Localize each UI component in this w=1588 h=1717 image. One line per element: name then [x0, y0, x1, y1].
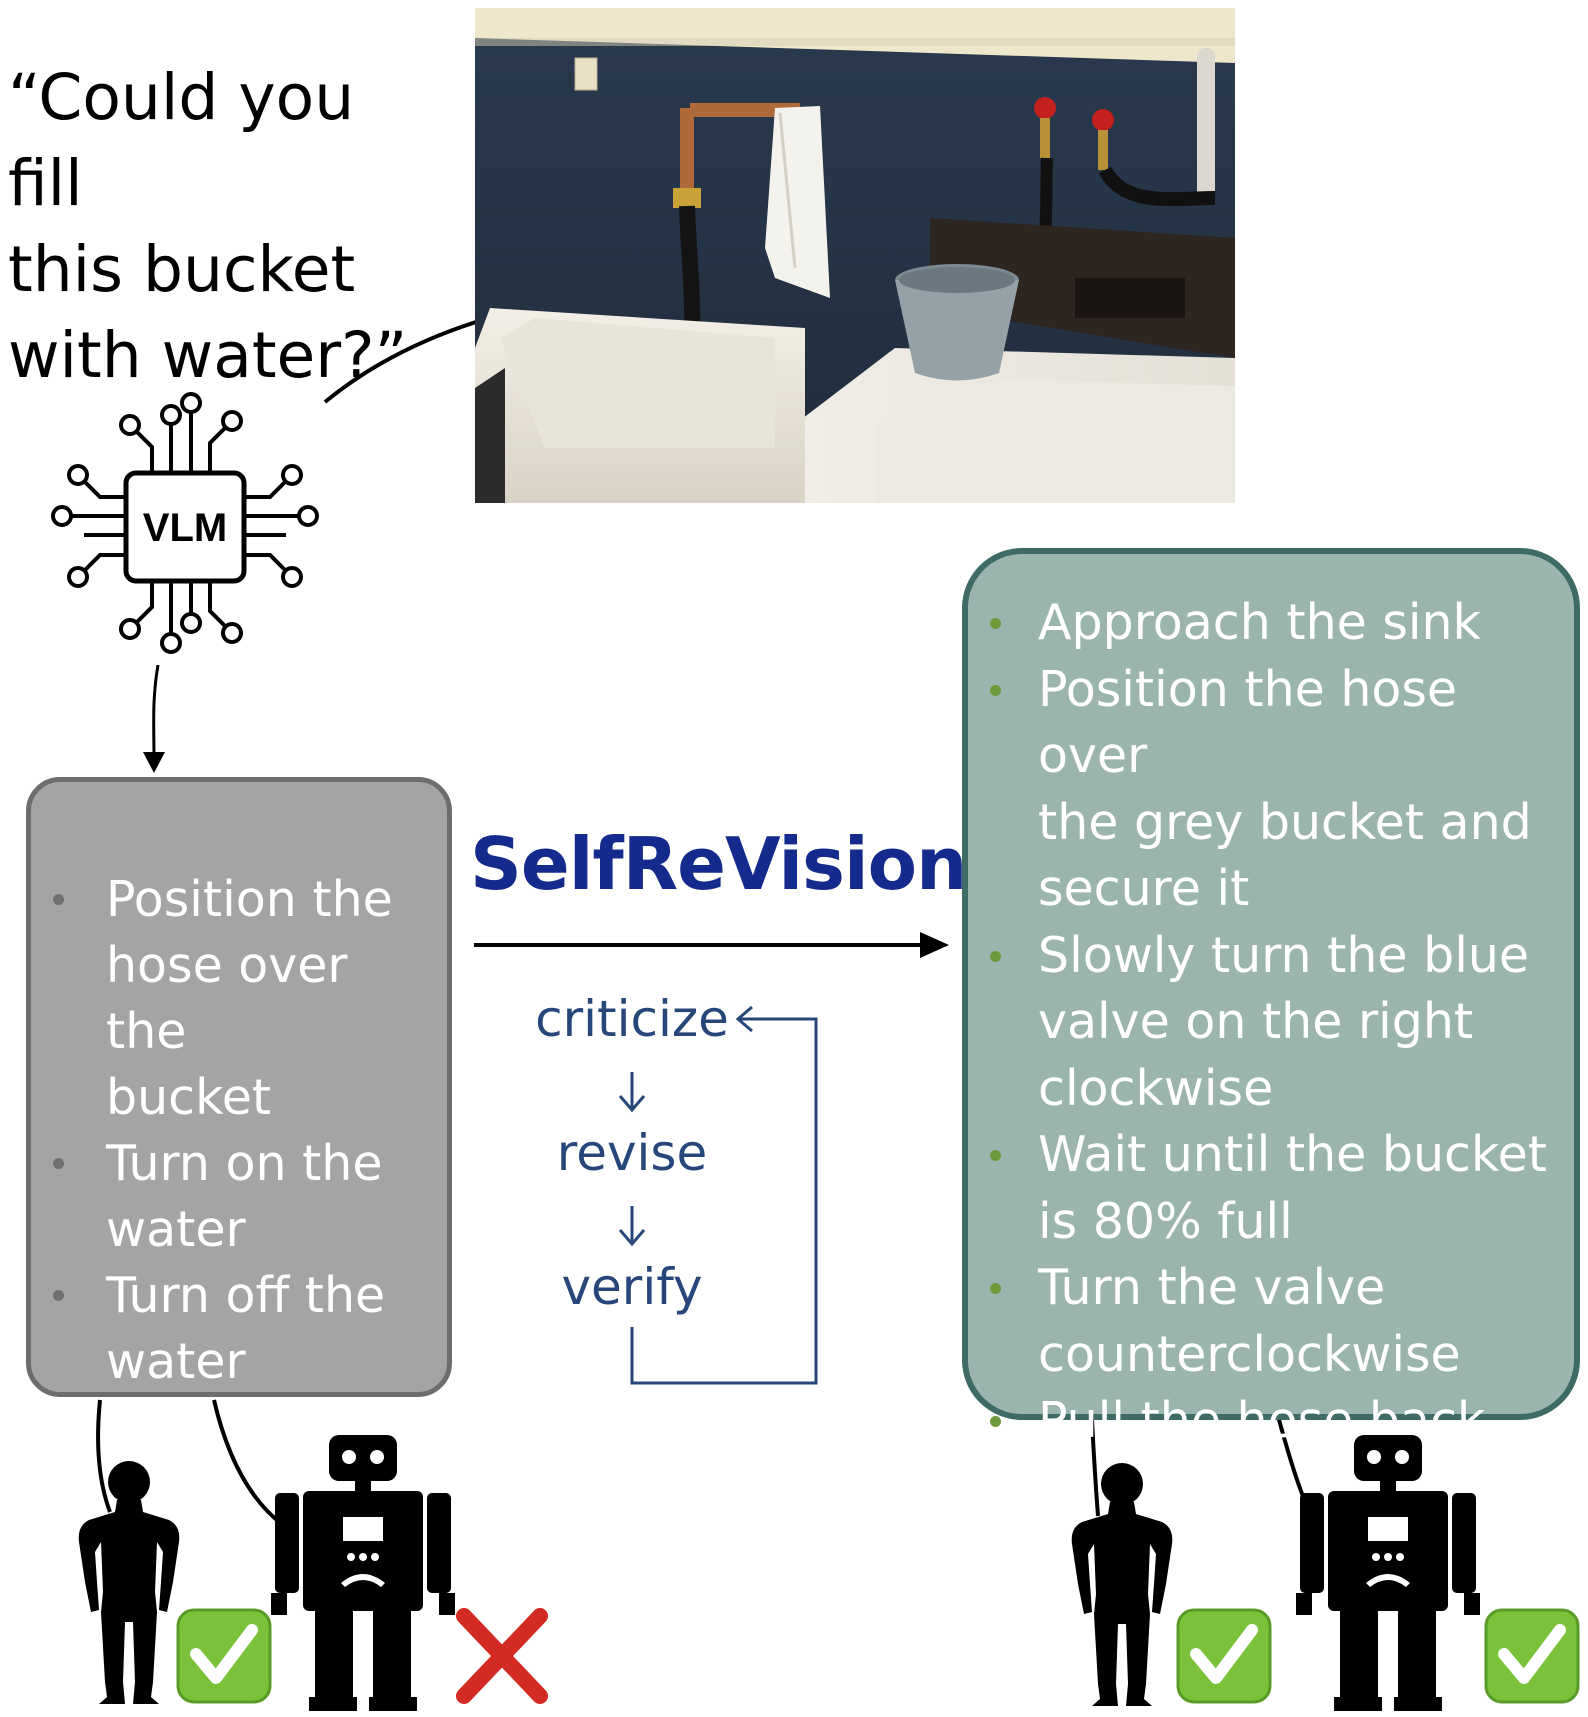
check-mark-icon — [1178, 1610, 1270, 1702]
step-text-line: Slowly turn the blue — [1038, 926, 1530, 984]
revised-plan-step: Turn the valve counterclockwise — [968, 1255, 1568, 1388]
verify-label: verify — [561, 1258, 703, 1316]
revised-plan-step: Approach the sink — [968, 590, 1568, 657]
step-text-line: valve on the right — [1038, 993, 1474, 1050]
step-text-line: secure it — [1038, 860, 1250, 917]
step-text-line: Position the — [106, 871, 393, 928]
vlm-label: VLM — [143, 506, 227, 550]
revised-plan-list: Approach the sink Position the hose over… — [968, 590, 1568, 1455]
revise-label: revise — [556, 1124, 708, 1182]
step-text-line: bucket — [106, 1069, 272, 1126]
step-text-line: Turn the valve — [1038, 1259, 1386, 1316]
refinement-loop-arrows — [618, 1005, 818, 1385]
human-silhouette-icon — [78, 1461, 180, 1704]
vlm-to-plan-arrowhead — [143, 752, 165, 773]
revised-plan-step: Slowly turn the blue valve on the right … — [968, 923, 1568, 1123]
check-mark-icon — [1486, 1610, 1578, 1702]
step-text-line: Turn on the — [106, 1135, 383, 1192]
revision-arrow — [474, 932, 949, 958]
method-title: SelfReVision — [470, 822, 967, 906]
revised-plan-step: Wait until the bucket is 80% full — [968, 1122, 1568, 1255]
robot-silhouette-icon — [1296, 1435, 1480, 1711]
revised-plan-step: Position the hose over the grey bucket a… — [968, 657, 1568, 923]
step-text-line: Wait until the bucket — [1038, 1126, 1547, 1183]
step-text-line: hose over the — [106, 937, 348, 1060]
quote-line: this bucket — [8, 233, 356, 306]
initial-plan-step: Turn off the water — [31, 1263, 436, 1395]
initial-plan-list: Position the hose over the bucket Turn o… — [31, 867, 436, 1395]
initial-plan-step: Position the hose over the bucket — [31, 867, 436, 1131]
robot-silhouette-icon — [271, 1435, 455, 1711]
cross-mark-icon — [456, 1608, 548, 1704]
step-text-line: counterclockwise — [1038, 1325, 1461, 1383]
vlm-chip-icon: VLM — [51, 392, 319, 654]
user-request-quote: “Could you fill this bucket with water?” — [8, 55, 448, 399]
laundry-room-photo — [475, 8, 1235, 503]
quote-line: “Could you fill — [8, 61, 355, 220]
step-text-line: water — [106, 1201, 246, 1258]
step-text-line: water — [106, 1333, 246, 1390]
step-text-line: the grey bucket and — [1038, 793, 1532, 851]
photo-to-vlm-connector — [323, 320, 477, 404]
initial-plan-step: Turn on the water — [31, 1131, 436, 1263]
step-text-line: Approach the sink — [1038, 594, 1481, 651]
step-text-line: is 80% full — [1038, 1192, 1293, 1250]
step-text-line: Turn off the — [106, 1267, 386, 1324]
vlm-to-plan-arrow-line — [152, 664, 160, 761]
initial-plan-box: Position the hose over the bucket Turn o… — [26, 777, 452, 1397]
check-mark-icon — [178, 1610, 270, 1702]
step-text-line: clockwise — [1038, 1059, 1274, 1117]
human-silhouette-icon — [1071, 1463, 1173, 1706]
quote-line: with water?” — [8, 319, 408, 392]
criticize-label: criticize — [535, 990, 729, 1048]
step-text-line: Position the hose over — [1038, 660, 1458, 785]
right-box-to-human-connector — [1090, 1419, 1100, 1517]
revised-plan-box: Approach the sink Position the hose over… — [962, 548, 1580, 1449]
left-box-to-human-connector — [96, 1399, 112, 1513]
